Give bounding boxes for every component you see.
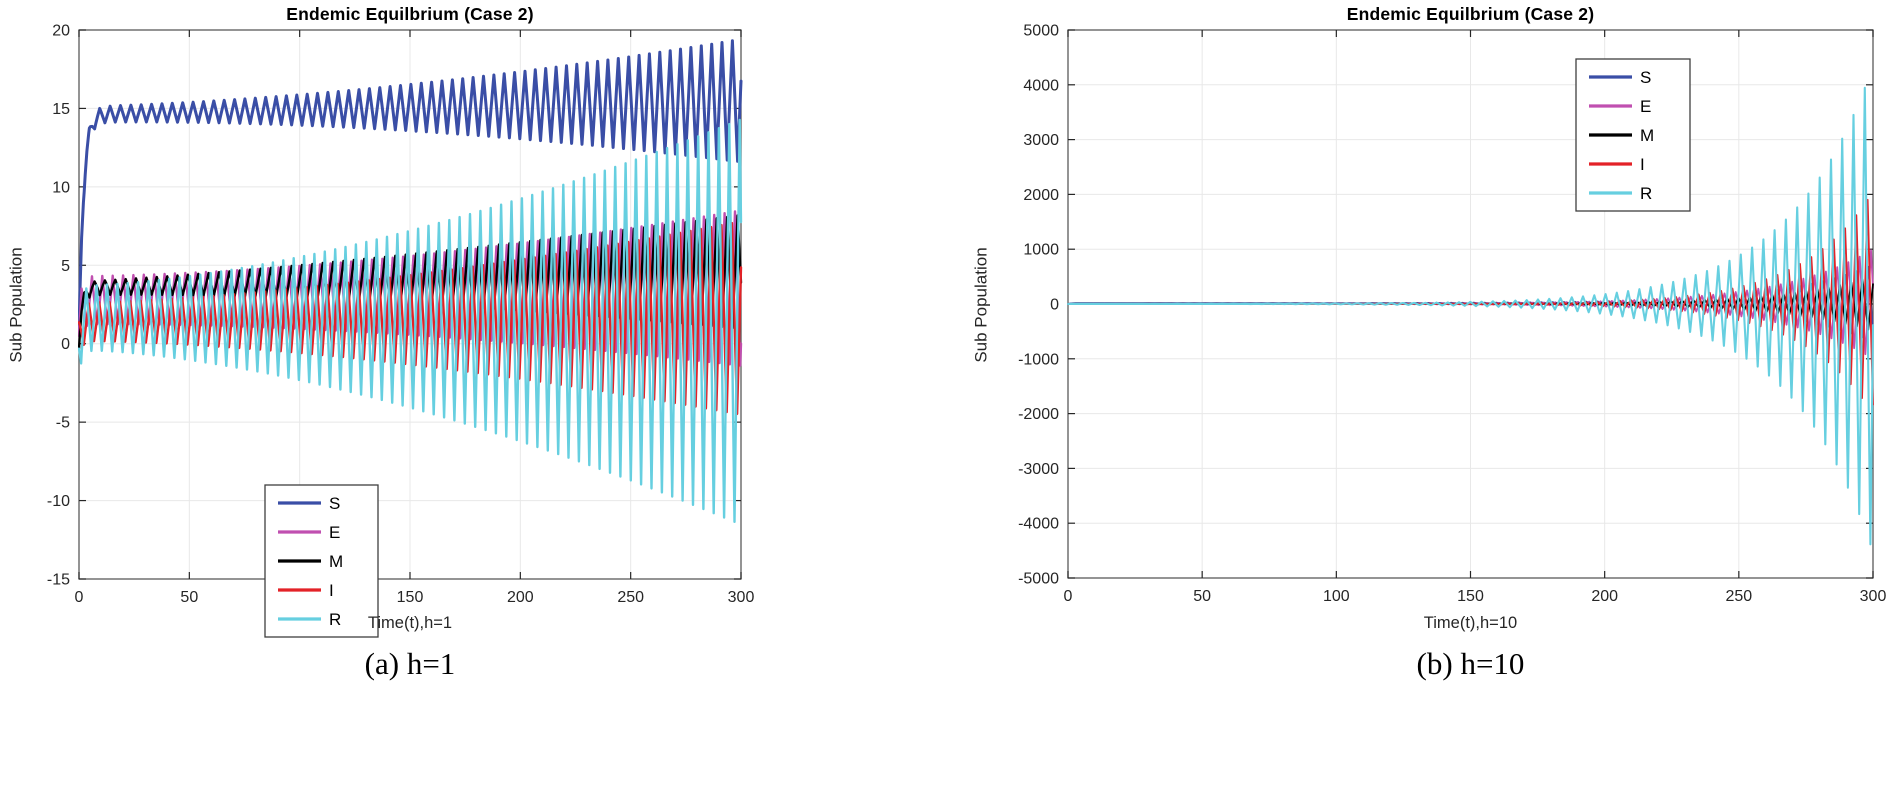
y-tick-labels: -5000 -4000 -3000 -2000 -1000 0 1000 2000 3000 40… bbox=[1018, 23, 1059, 588]
svg-text:300: 300 bbox=[1860, 588, 1887, 605]
series-R-line bbox=[1067, 86, 1875, 546]
svg-text:200: 200 bbox=[507, 589, 534, 606]
svg-text:5: 5 bbox=[61, 258, 70, 275]
legend-label-S: S bbox=[329, 494, 340, 513]
svg-text:-3000: -3000 bbox=[1018, 461, 1059, 478]
legend-label-M: M bbox=[329, 552, 343, 571]
legend-label-R: R bbox=[1640, 184, 1652, 203]
svg-text:250: 250 bbox=[617, 589, 644, 606]
legend-label-M: M bbox=[1640, 126, 1654, 145]
svg-text:0: 0 bbox=[1064, 588, 1073, 605]
legend-label-R: R bbox=[329, 610, 341, 629]
svg-text:150: 150 bbox=[1457, 588, 1484, 605]
svg-text:4000: 4000 bbox=[1023, 77, 1059, 94]
svg-text:-10: -10 bbox=[47, 493, 70, 510]
svg-text:100: 100 bbox=[1323, 588, 1350, 605]
svg-text:2000: 2000 bbox=[1023, 187, 1059, 204]
x-tick-labels: 0 50 100 150 200 250 300 bbox=[1064, 588, 1887, 605]
legend-label-E: E bbox=[329, 523, 340, 542]
legend-label-S: S bbox=[1640, 68, 1651, 87]
svg-text:0: 0 bbox=[75, 589, 84, 606]
svg-text:-5: -5 bbox=[56, 415, 70, 432]
svg-text:-4000: -4000 bbox=[1018, 516, 1059, 533]
chart-a-h1: Endemic Equilbrium (Case 2) Sub Populati… bbox=[0, 0, 949, 798]
svg-text:3000: 3000 bbox=[1023, 132, 1059, 149]
y-tick-labels: -15 -10 -5 0 5 10 15 20 bbox=[47, 23, 70, 589]
svg-text:10: 10 bbox=[52, 179, 70, 196]
series-lines bbox=[1067, 86, 1875, 546]
svg-text:5000: 5000 bbox=[1023, 23, 1059, 40]
svg-text:0: 0 bbox=[61, 336, 70, 353]
series-R-line bbox=[78, 118, 743, 523]
legend-label-E: E bbox=[1640, 97, 1651, 116]
chart-b-h10: Endemic Equilbrium (Case 2) Sub Populati… bbox=[949, 0, 1899, 798]
tick-marks bbox=[1067, 29, 1874, 579]
svg-text:250: 250 bbox=[1725, 588, 1752, 605]
chart-b-caption: (b) h=10 bbox=[1416, 646, 1525, 681]
svg-text:50: 50 bbox=[1193, 588, 1211, 605]
chart-b-x-axis-label: Time(t),h=10 bbox=[1423, 614, 1518, 632]
series-I-line bbox=[78, 221, 743, 416]
svg-text:150: 150 bbox=[397, 589, 424, 606]
series-S-line bbox=[78, 39, 743, 333]
svg-text:50: 50 bbox=[180, 589, 198, 606]
svg-text:-1000: -1000 bbox=[1018, 351, 1059, 368]
svg-text:200: 200 bbox=[1591, 588, 1618, 605]
svg-text:20: 20 bbox=[52, 23, 70, 40]
series-lines bbox=[78, 39, 743, 523]
svg-text:-2000: -2000 bbox=[1018, 406, 1059, 423]
svg-text:1000: 1000 bbox=[1023, 242, 1059, 259]
svg-text:-15: -15 bbox=[47, 572, 70, 589]
svg-text:-5000: -5000 bbox=[1018, 571, 1059, 588]
chart-a-title: Endemic Equilbrium (Case 2) bbox=[286, 4, 534, 24]
svg-text:300: 300 bbox=[728, 589, 755, 606]
legend-label-I: I bbox=[1640, 155, 1645, 174]
svg-text:15: 15 bbox=[52, 101, 70, 118]
chart-b-title: Endemic Equilbrium (Case 2) bbox=[1346, 4, 1595, 24]
chart-a-x-axis-label: Time(t),h=1 bbox=[367, 614, 453, 632]
svg-text:0: 0 bbox=[1050, 297, 1059, 314]
legend-label-I: I bbox=[329, 581, 334, 600]
chart-b-plot-area: 0 50 100 150 200 250 300 -5000 -4000 -3000 -2000 -1… bbox=[1018, 23, 1887, 606]
chart-a-caption: (a) h=1 bbox=[364, 646, 456, 681]
